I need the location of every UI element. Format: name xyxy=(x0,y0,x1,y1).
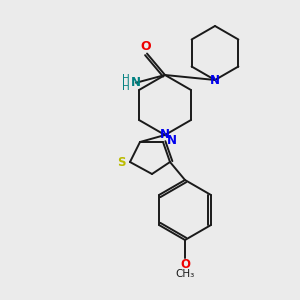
Text: CH₃: CH₃ xyxy=(176,269,195,279)
Text: S: S xyxy=(117,157,125,169)
Text: H: H xyxy=(122,82,130,92)
Text: N: N xyxy=(131,76,141,89)
Text: O: O xyxy=(141,40,151,53)
Text: N: N xyxy=(160,128,170,142)
Text: O: O xyxy=(180,259,190,272)
Text: N: N xyxy=(210,74,220,86)
Text: N: N xyxy=(167,134,177,148)
Text: H: H xyxy=(122,74,130,84)
